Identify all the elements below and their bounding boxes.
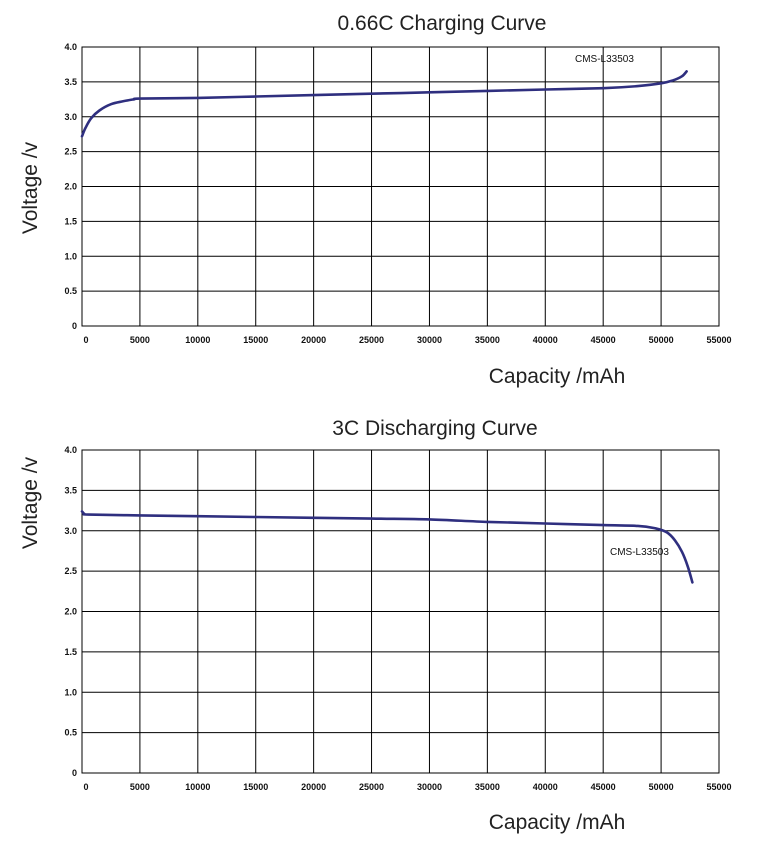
charging-chart: 0.66C Charging Curve Voltage /v Capacity… — [19, 12, 732, 388]
discharging-series-annotation: CMS-L33503 — [610, 547, 669, 558]
discharging-x-tick-label: 30000 — [417, 782, 442, 792]
discharging-gridlines — [81, 449, 720, 774]
charging-y-axis-label: Voltage /v — [19, 141, 42, 234]
charging-gridlines — [81, 46, 720, 327]
discharging-y-tick-label: 2.0 — [64, 607, 77, 617]
discharging-x-tick-label: 15000 — [243, 782, 268, 792]
charging-x-tick-label: 30000 — [417, 335, 442, 345]
charging-x-tick-label: 0 — [83, 335, 88, 345]
charging-x-tick-label: 55000 — [706, 335, 731, 345]
discharging-x-ticks: 0 5000 10000 15000 20000 25000 30000 35000 40000… — [83, 782, 731, 792]
charging-x-tick-label: 20000 — [301, 335, 326, 345]
charging-y-tick-label: 3.0 — [64, 112, 77, 122]
discharging-y-tick-label: 2.5 — [64, 566, 77, 576]
charging-x-tick-label: 45000 — [591, 335, 616, 345]
charging-x-tick-label: 25000 — [359, 335, 384, 345]
discharging-x-tick-label: 0 — [83, 782, 88, 792]
charging-x-ticks: 0 5000 10000 15000 20000 25000 30000 35000 40000… — [83, 335, 731, 345]
charging-y-tick-label: 2.5 — [64, 147, 77, 157]
discharging-y-tick-label: 0.5 — [64, 728, 77, 738]
discharging-y-tick-label: 0 — [72, 768, 77, 778]
discharging-y-axis-label: Voltage /v — [19, 456, 42, 549]
discharging-x-axis-label: Capacity /mAh — [489, 811, 626, 834]
charging-y-tick-label: 0.5 — [64, 286, 77, 296]
charging-y-tick-label: 1.0 — [64, 251, 77, 261]
charging-x-axis-label: Capacity /mAh — [489, 365, 626, 388]
discharging-x-tick-label: 5000 — [130, 782, 150, 792]
charging-chart-title: 0.66C Charging Curve — [338, 12, 547, 35]
discharging-y-tick-label: 1.5 — [64, 647, 77, 657]
discharging-y-tick-label: 4.0 — [64, 445, 77, 455]
charging-series-annotation: CMS-L33503 — [575, 54, 634, 65]
charging-y-tick-label: 0 — [72, 321, 77, 331]
discharging-y-tick-label: 3.0 — [64, 526, 77, 536]
discharging-x-tick-label: 20000 — [301, 782, 326, 792]
charging-x-tick-label: 35000 — [475, 335, 500, 345]
discharging-chart-title: 3C Discharging Curve — [332, 417, 537, 440]
discharging-chart: 3C Discharging Curve Voltage /v Capacity… — [19, 417, 732, 834]
charging-x-tick-label: 40000 — [533, 335, 558, 345]
discharging-x-tick-label: 10000 — [185, 782, 210, 792]
charging-y-ticks: 0 0.5 1.0 1.5 2.0 2.5 3.0 3.5 4.0 — [64, 42, 77, 331]
charging-x-tick-label: 10000 — [185, 335, 210, 345]
discharging-x-tick-label: 45000 — [591, 782, 616, 792]
discharging-x-tick-label: 50000 — [649, 782, 674, 792]
charging-y-tick-label: 1.5 — [64, 216, 77, 226]
discharging-series-line — [80, 510, 694, 584]
charging-y-tick-label: 3.5 — [64, 77, 77, 87]
charging-y-tick-label: 2.0 — [64, 182, 77, 192]
discharging-y-tick-label: 3.5 — [64, 485, 77, 495]
discharging-x-tick-label: 55000 — [706, 782, 731, 792]
discharging-x-tick-label: 35000 — [475, 782, 500, 792]
discharging-x-tick-label: 40000 — [533, 782, 558, 792]
charging-x-tick-label: 50000 — [649, 335, 674, 345]
charging-x-tick-label: 15000 — [243, 335, 268, 345]
discharging-x-tick-label: 25000 — [359, 782, 384, 792]
discharging-y-ticks: 0 0.5 1.0 1.5 2.0 2.5 3.0 3.5 4.0 — [64, 445, 77, 778]
charging-x-tick-label: 5000 — [130, 335, 150, 345]
discharging-y-tick-label: 1.0 — [64, 687, 77, 697]
charging-series-line — [80, 70, 688, 138]
charging-y-tick-label: 4.0 — [64, 42, 77, 52]
